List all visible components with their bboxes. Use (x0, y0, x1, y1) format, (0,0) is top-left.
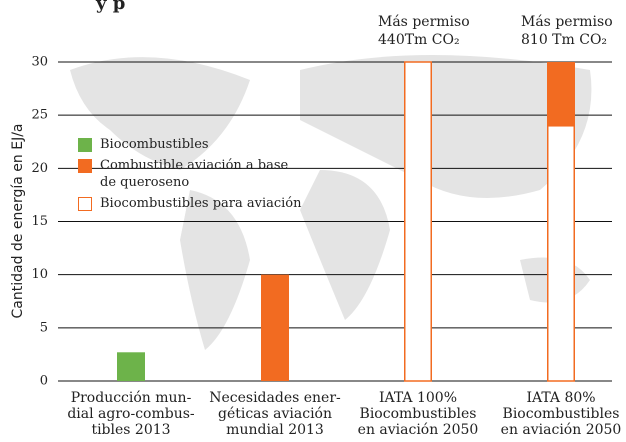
legend-item: Combustible aviación a base de queroseno (78, 157, 308, 191)
x-tick-label: Necesidades ener- (209, 390, 341, 406)
bar-segment (117, 352, 145, 381)
legend-swatch (78, 197, 92, 211)
annotation: Más permiso (521, 14, 613, 30)
x-tick-label: mundial 2013 (226, 422, 324, 438)
bar-segment (547, 62, 575, 126)
legend: Biocombustibles Combustible aviación a ba… (78, 136, 308, 216)
x-tick-label: géticas aviación (218, 406, 332, 422)
map-background (70, 55, 592, 350)
bar-segment (404, 61, 432, 382)
x-tick-label: IATA 80% (526, 390, 595, 406)
legend-label: Combustible aviación a base de queroseno (100, 158, 289, 190)
x-tick-label: en aviación 2050 (358, 422, 479, 438)
annotation: 440Tm CO₂ (378, 32, 460, 48)
legend-item: Biocombustibles (78, 136, 308, 153)
y-tick-label: 10 (31, 267, 48, 282)
x-tick-label: tibles 2013 (91, 422, 170, 438)
y-tick-label: 20 (31, 161, 48, 176)
legend-item: Biocombustibles para aviación (78, 195, 308, 212)
legend-label: Biocombustibles para aviación (100, 196, 302, 211)
legend-label: Biocombustibles (100, 137, 209, 152)
y-tick-label: 30 (31, 55, 48, 70)
y-axis-label: Cantidad de energía en EJ/a (10, 124, 26, 319)
chart-title: y p (95, 0, 125, 14)
legend-swatch (78, 138, 92, 152)
y-tick-label: 25 (31, 108, 48, 123)
x-tick-label: dial agro-combus- (67, 406, 195, 422)
y-tick-label: 0 (40, 374, 48, 389)
legend-swatch (78, 159, 92, 173)
annotation: 810 Tm CO₂ (521, 32, 607, 48)
bar-segment (261, 274, 289, 381)
annotation: Más permiso (378, 14, 470, 30)
bar-segment (547, 125, 575, 382)
x-tick-label: Biocombustibles (360, 406, 477, 422)
x-tick-label: en aviación 2050 (501, 422, 622, 438)
x-tick-label: Producción mun- (71, 390, 192, 406)
x-tick-label: IATA 100% (379, 390, 457, 406)
y-tick-label: 5 (40, 320, 48, 335)
y-tick-label: 15 (31, 214, 48, 229)
x-tick-label: Biocombustibles (503, 406, 620, 422)
